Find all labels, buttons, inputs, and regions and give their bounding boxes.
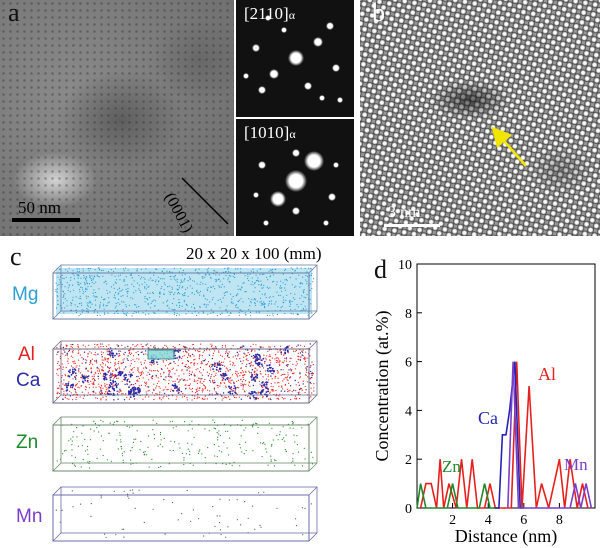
panel-b-shading (360, 0, 600, 236)
series-line-mn (507, 361, 593, 509)
panel-b-label: b (372, 0, 385, 27)
saed-bottom-spots (253, 149, 339, 226)
apt-alca-dots (52, 340, 318, 404)
apt-zn-dots (52, 416, 318, 472)
y-tick-label: 6 (405, 356, 412, 371)
panel-d-concentration-profile: d 0 2 4 6 8 10 2 4 6 8 Concentration (at.%) Dist… (360, 248, 600, 548)
panel-c-atom-probe: c 20 x 20 x 100 (mm) Mg Al Ca Zn Mn (0, 240, 360, 548)
y-tick-label: 0 (405, 502, 412, 517)
element-label-mg: Mg (12, 284, 39, 305)
saed-top-label: [2110]α (244, 4, 295, 23)
x-tick-label: 8 (556, 513, 563, 528)
panel-c-label: c (10, 242, 22, 271)
series-label-ca: Ca (478, 408, 498, 428)
panel-a-scale-bar (12, 218, 80, 222)
apt-map-alca (52, 340, 318, 404)
y-tick-label: 8 (405, 307, 412, 322)
panel-a-tem-image: a 50 nm (0001) (0, 0, 234, 236)
element-label-ca: Ca (16, 370, 41, 391)
apt-mg-dots (52, 264, 318, 320)
saed-top-spots (243, 15, 343, 103)
panel-a-label: a (8, 0, 20, 27)
apt-mn-dots (52, 486, 318, 542)
x-axis-ticks: 2 4 6 8 (449, 503, 563, 528)
panel-b-scale-bar (384, 224, 440, 227)
apt-map-zn (52, 416, 318, 472)
panel-b-hrtem-image: b 3 nm (360, 0, 600, 236)
element-label-mn: Mn (16, 506, 43, 527)
panel-a-plane-line (181, 177, 229, 225)
panel-a-texture (0, 0, 234, 236)
y-axis-label: Concentration (at.%) (372, 311, 393, 462)
y-tick-label: 2 (405, 453, 412, 468)
x-tick-label: 6 (520, 513, 527, 528)
series-line-zn (416, 483, 496, 509)
element-label-al: Al (18, 344, 35, 365)
panel-b-scale-text: 3 nm (388, 204, 421, 221)
apt-map-mn (52, 486, 318, 542)
panel-a-scale-text: 50 nm (18, 198, 61, 217)
y-tick-label: 10 (398, 258, 412, 273)
saed-bottom-label: [1010]α (244, 123, 296, 142)
chart-series-group (416, 361, 593, 509)
saed-pattern-bottom: [1010]α (236, 119, 354, 236)
y-axis-ticks: 0 2 4 6 8 10 (398, 258, 422, 517)
x-tick-label: 4 (485, 513, 492, 528)
panel-d-label: d (374, 255, 387, 284)
series-line-ca (493, 361, 524, 509)
y-tick-label: 4 (405, 404, 412, 419)
element-label-zn: Zn (16, 432, 39, 453)
series-label-al: Al (538, 364, 556, 384)
x-tick-label: 2 (449, 513, 456, 528)
apt-map-mg (52, 264, 318, 320)
concentration-chart: d 0 2 4 6 8 10 2 4 6 8 Concentration (at.%) Dist… (372, 255, 596, 547)
panel-b-arrow (491, 126, 527, 167)
x-axis-label: Distance (nm) (455, 526, 557, 547)
saed-pattern-top: [2110]α (236, 0, 354, 117)
series-label-mn: Mn (564, 455, 588, 474)
panel-c-dimension: 20 x 20 x 100 (mm) (186, 244, 322, 263)
series-label-zn: Zn (442, 457, 461, 476)
